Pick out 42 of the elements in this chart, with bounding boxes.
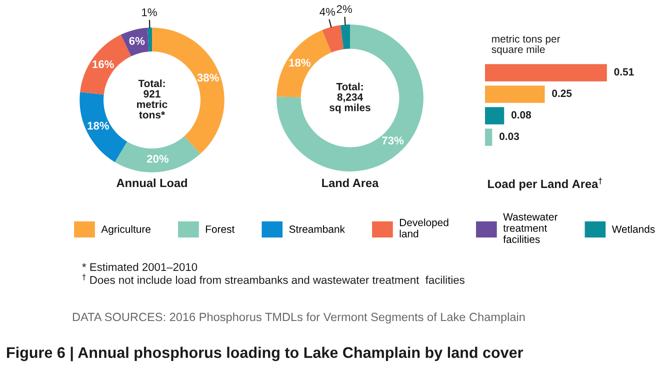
bar: [485, 86, 545, 103]
donut-slice: [114, 136, 200, 172]
donut-slice: [80, 92, 128, 162]
data-label: 18%: [289, 58, 310, 67]
bar: [485, 64, 607, 82]
data-label: 4%: [320, 8, 336, 16]
data-label: 0.25: [552, 90, 572, 98]
text: $^{†}$ Does not include load from streambanks and wastewater treatment facilities: [82, 274, 464, 284]
data-label: 38%: [197, 74, 219, 82]
donut-slice: [276, 30, 332, 98]
data-label: 73%: [382, 136, 404, 144]
data-label: 2%: [336, 5, 352, 13]
chart-subtitle: metric tons per square mile: [492, 34, 560, 56]
text: * Estimated 2001–2010: [82, 262, 198, 271]
donut-slice: [340, 24, 350, 50]
data-label: 0.03: [500, 132, 520, 140]
data-label: 0.51: [614, 68, 634, 76]
text: Total: 8,234 sq miles: [330, 82, 370, 114]
legend-label: Wetlands: [612, 225, 655, 233]
legend-label: Streambank: [289, 225, 345, 233]
data-label: 0.08: [511, 111, 532, 119]
donut-slice: [120, 28, 149, 56]
bar: [485, 128, 492, 146]
text: DATA SOURCES: 2016 Phosphorus TMDLs for Vermont Segments of Lake Champlain: [72, 312, 525, 324]
donut-slice: [276, 24, 424, 172]
data-label: 6%: [129, 36, 145, 45]
text: Load per Land Area$^{†}$: [488, 177, 602, 190]
caption: Figure 6 | Annual phosphorus loading to Lake Champlain by land cover: [7, 346, 524, 362]
legend-label: Forest: [206, 226, 235, 233]
data-label: 18%: [88, 122, 110, 130]
text: Land Area: [322, 178, 379, 188]
donut-slice: [147, 28, 152, 52]
text: Total: 921 metric tons*: [137, 79, 168, 118]
donut-slice: [322, 25, 344, 52]
text: Annual Load: [116, 178, 187, 188]
data-label: 20%: [146, 154, 169, 163]
data-label: 1%: [142, 8, 157, 16]
data-label: 16%: [92, 60, 114, 68]
legend-label: Agriculture: [101, 225, 150, 235]
bar: [485, 107, 504, 124]
legend-label: Wastewater treatment facilities: [503, 213, 558, 244]
legend-label: Developed land: [400, 218, 448, 238]
